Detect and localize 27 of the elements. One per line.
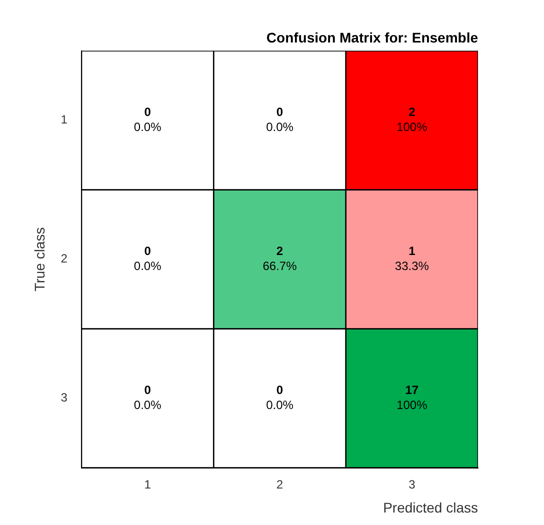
x-axis-title: Predicted class bbox=[383, 499, 478, 516]
data-label: 0 bbox=[144, 383, 152, 398]
annotation: 0.0% bbox=[266, 120, 294, 134]
y-tick-label: 2 bbox=[60, 252, 68, 266]
x-tick-label: 3 bbox=[408, 477, 416, 492]
data-label: 2 bbox=[276, 244, 284, 258]
annotation: 100% bbox=[396, 398, 428, 412]
data-label: 0 bbox=[276, 383, 284, 398]
annotation: 0.0% bbox=[266, 398, 294, 412]
x-tick-label: 2 bbox=[276, 477, 284, 492]
data-label: 17 bbox=[405, 383, 419, 398]
data-label: 0 bbox=[144, 105, 152, 120]
y-axis-title: True class bbox=[31, 227, 48, 292]
annotation: 66.7% bbox=[262, 259, 298, 274]
y-tick-label: 3 bbox=[60, 390, 68, 405]
annotation: 100% bbox=[396, 120, 428, 134]
data-label: 1 bbox=[408, 244, 416, 258]
x-tick-label: 1 bbox=[144, 477, 152, 492]
data-label: 0 bbox=[144, 244, 152, 258]
annotation: 33.3% bbox=[394, 259, 430, 274]
annotation: 0.0% bbox=[134, 259, 162, 274]
annotation: 0.0% bbox=[134, 398, 162, 412]
chart-title: Confusion Matrix for: Ensemble bbox=[266, 29, 478, 46]
data-label: 2 bbox=[408, 105, 416, 120]
data-label: 0 bbox=[276, 105, 284, 120]
annotation: 0.0% bbox=[134, 120, 162, 134]
y-tick-label: 1 bbox=[60, 112, 68, 127]
